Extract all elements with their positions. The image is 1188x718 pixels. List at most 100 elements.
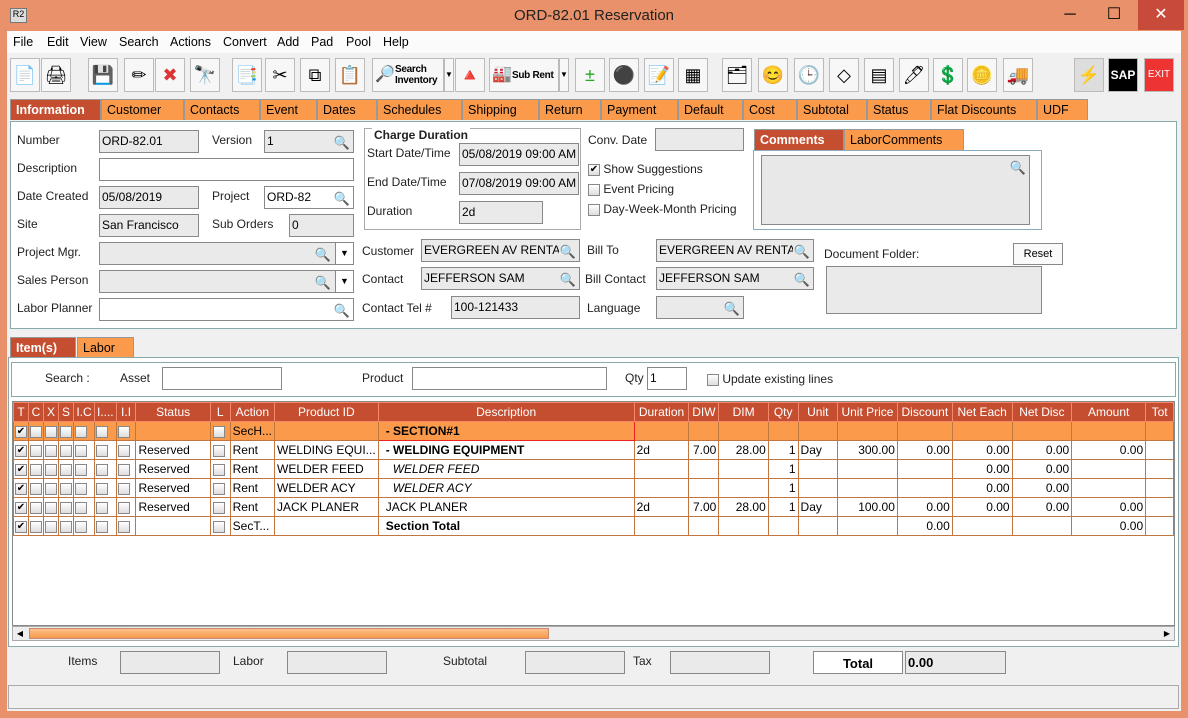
project-field[interactable]: ORD-82 🔍 <box>264 186 354 209</box>
date-created-field[interactable]: 05/08/2019 <box>99 186 199 209</box>
lookup-icon[interactable]: 🔍 <box>314 247 331 262</box>
exit-button[interactable]: EXIT <box>1144 58 1174 92</box>
search-inventory-button[interactable]: 🔎 Search Inventory <box>372 58 444 92</box>
row-checkbox[interactable] <box>45 482 57 495</box>
l-checkbox[interactable] <box>212 463 225 476</box>
copy-icon[interactable]: ⧉ <box>300 58 330 92</box>
edit-pencil-icon[interactable]: ✏ <box>124 58 154 92</box>
duration-field[interactable]: 2d <box>459 201 543 224</box>
row-checkbox[interactable]: ✔ <box>15 425 27 438</box>
row-checkbox[interactable] <box>75 501 87 514</box>
l-checkbox[interactable] <box>212 482 225 495</box>
labor-planner-field[interactable]: 🔍 <box>99 298 354 321</box>
paste-icon[interactable]: 📋 <box>335 58 365 92</box>
tab-return[interactable]: Return <box>539 99 601 120</box>
row-checkbox[interactable] <box>30 463 42 476</box>
row-checkbox[interactable] <box>60 520 72 533</box>
row-checkbox[interactable] <box>30 520 42 533</box>
copy-document-icon[interactable]: 📑 <box>232 58 262 92</box>
tab-schedules[interactable]: Schedules <box>377 99 462 120</box>
search-inventory-dropdown[interactable]: ▼ <box>444 58 454 92</box>
menu-view[interactable]: View <box>80 35 107 49</box>
sub-rent-button[interactable]: 🏭 Sub Rent <box>489 58 559 92</box>
language-field[interactable]: 🔍 <box>656 296 744 319</box>
smiley-icon[interactable]: 😊 <box>758 58 788 92</box>
row-checkbox[interactable] <box>45 463 57 476</box>
project-mgr-field[interactable]: 🔍 ▼ <box>99 242 354 265</box>
row-checkbox[interactable] <box>95 444 108 457</box>
tab-udf[interactable]: UDF <box>1037 99 1088 120</box>
stack-icon[interactable]: ▤ <box>864 58 894 92</box>
site-field[interactable]: San Francisco <box>99 214 199 237</box>
table-row[interactable]: ✔ Reserved Rent WELDER FEED WELDER FEED 1 0.00… <box>13 459 1174 479</box>
maximize-button[interactable]: ☐ <box>1106 6 1122 23</box>
lookup-icon[interactable]: 🔍 <box>559 244 576 259</box>
delete-icon[interactable]: ✖ <box>155 58 185 92</box>
lookup-icon[interactable]: 🔍 <box>314 275 331 290</box>
tab-customer[interactable]: Customer <box>101 99 184 120</box>
save-icon[interactable]: 💾 <box>88 58 118 92</box>
row-checkbox[interactable] <box>45 520 57 533</box>
product-input[interactable] <box>412 367 607 390</box>
tab-labor[interactable]: Labor <box>77 337 134 358</box>
lookup-icon[interactable]: 🔍 <box>333 191 350 206</box>
version-field[interactable]: 1 🔍 <box>264 130 354 153</box>
tab-items[interactable]: Item(s) <box>10 337 76 358</box>
column-header[interactable]: DIM <box>718 402 769 422</box>
column-header[interactable]: L <box>209 402 231 422</box>
l-checkbox[interactable] <box>212 425 225 438</box>
coins-icon[interactable]: 🪙 <box>967 58 997 92</box>
row-checkbox[interactable] <box>117 425 130 438</box>
tab-shipping[interactable]: Shipping <box>462 99 539 120</box>
column-header[interactable]: Amount <box>1071 402 1147 422</box>
column-header[interactable]: Status <box>135 402 211 422</box>
reset-button[interactable]: Reset <box>1013 243 1063 265</box>
row-checkbox[interactable] <box>45 501 57 514</box>
column-header[interactable]: Unit <box>797 402 839 422</box>
row-checkbox[interactable]: ✔ <box>15 463 27 476</box>
qty-input[interactable]: 1 <box>647 367 687 390</box>
column-header[interactable]: Action <box>229 402 276 422</box>
document-folder-field[interactable] <box>826 266 1042 314</box>
menu-file[interactable]: File <box>13 35 34 49</box>
column-header[interactable]: Net Each <box>951 402 1013 422</box>
lookup-icon[interactable]: 🔍 <box>723 301 740 316</box>
row-checkbox[interactable] <box>117 501 130 514</box>
row-checkbox[interactable] <box>95 463 108 476</box>
menu-pad[interactable]: Pad <box>311 35 334 49</box>
tab-event[interactable]: Event <box>260 99 317 120</box>
column-header[interactable]: T <box>13 402 29 422</box>
row-checkbox[interactable] <box>60 482 72 495</box>
number-field[interactable]: ORD-82.01 <box>99 130 199 153</box>
row-checkbox[interactable] <box>95 482 108 495</box>
tab-dates[interactable]: Dates <box>317 99 377 120</box>
update-existing-checkbox[interactable]: Update existing lines <box>707 372 833 386</box>
menu-add[interactable]: Add <box>277 35 300 49</box>
lookup-icon[interactable]: 🔍 <box>559 272 576 287</box>
l-checkbox[interactable] <box>212 520 225 533</box>
column-header[interactable]: I.I <box>115 402 137 422</box>
lookup-icon[interactable]: 🔍 <box>793 244 810 259</box>
lookup-icon[interactable]: 🔍 <box>1009 160 1026 175</box>
column-header[interactable]: S <box>58 402 74 422</box>
row-checkbox[interactable] <box>30 482 42 495</box>
column-header[interactable]: C <box>28 402 44 422</box>
sub-rent-dropdown[interactable]: ▼ <box>559 58 569 92</box>
tab-cost[interactable]: Cost <box>743 99 797 120</box>
tab-payment[interactable]: Payment <box>601 99 678 120</box>
row-checkbox[interactable] <box>60 501 72 514</box>
row-checkbox[interactable] <box>45 444 57 457</box>
column-header[interactable]: Unit Price <box>837 402 898 422</box>
lookup-icon[interactable]: 🔍 <box>333 303 350 318</box>
row-checkbox[interactable] <box>75 520 87 533</box>
tab-contacts[interactable]: Contacts <box>184 99 260 120</box>
contact-field[interactable]: JEFFERSON SAM 🔍 <box>421 267 580 290</box>
row-checkbox[interactable] <box>75 425 87 438</box>
tab-subtotal[interactable]: Subtotal <box>797 99 867 120</box>
row-checkbox[interactable] <box>30 501 42 514</box>
table-row[interactable]: ✔ SecT... Section Total 0.00 0.00 <box>13 516 1174 536</box>
lightning-icon[interactable]: ⚡ <box>1074 58 1104 92</box>
cut-icon[interactable]: ✂ <box>265 58 295 92</box>
scroll-left-icon[interactable]: ◀ <box>16 629 24 638</box>
start-field[interactable]: 05/08/2019 09:00 AM <box>459 143 579 166</box>
